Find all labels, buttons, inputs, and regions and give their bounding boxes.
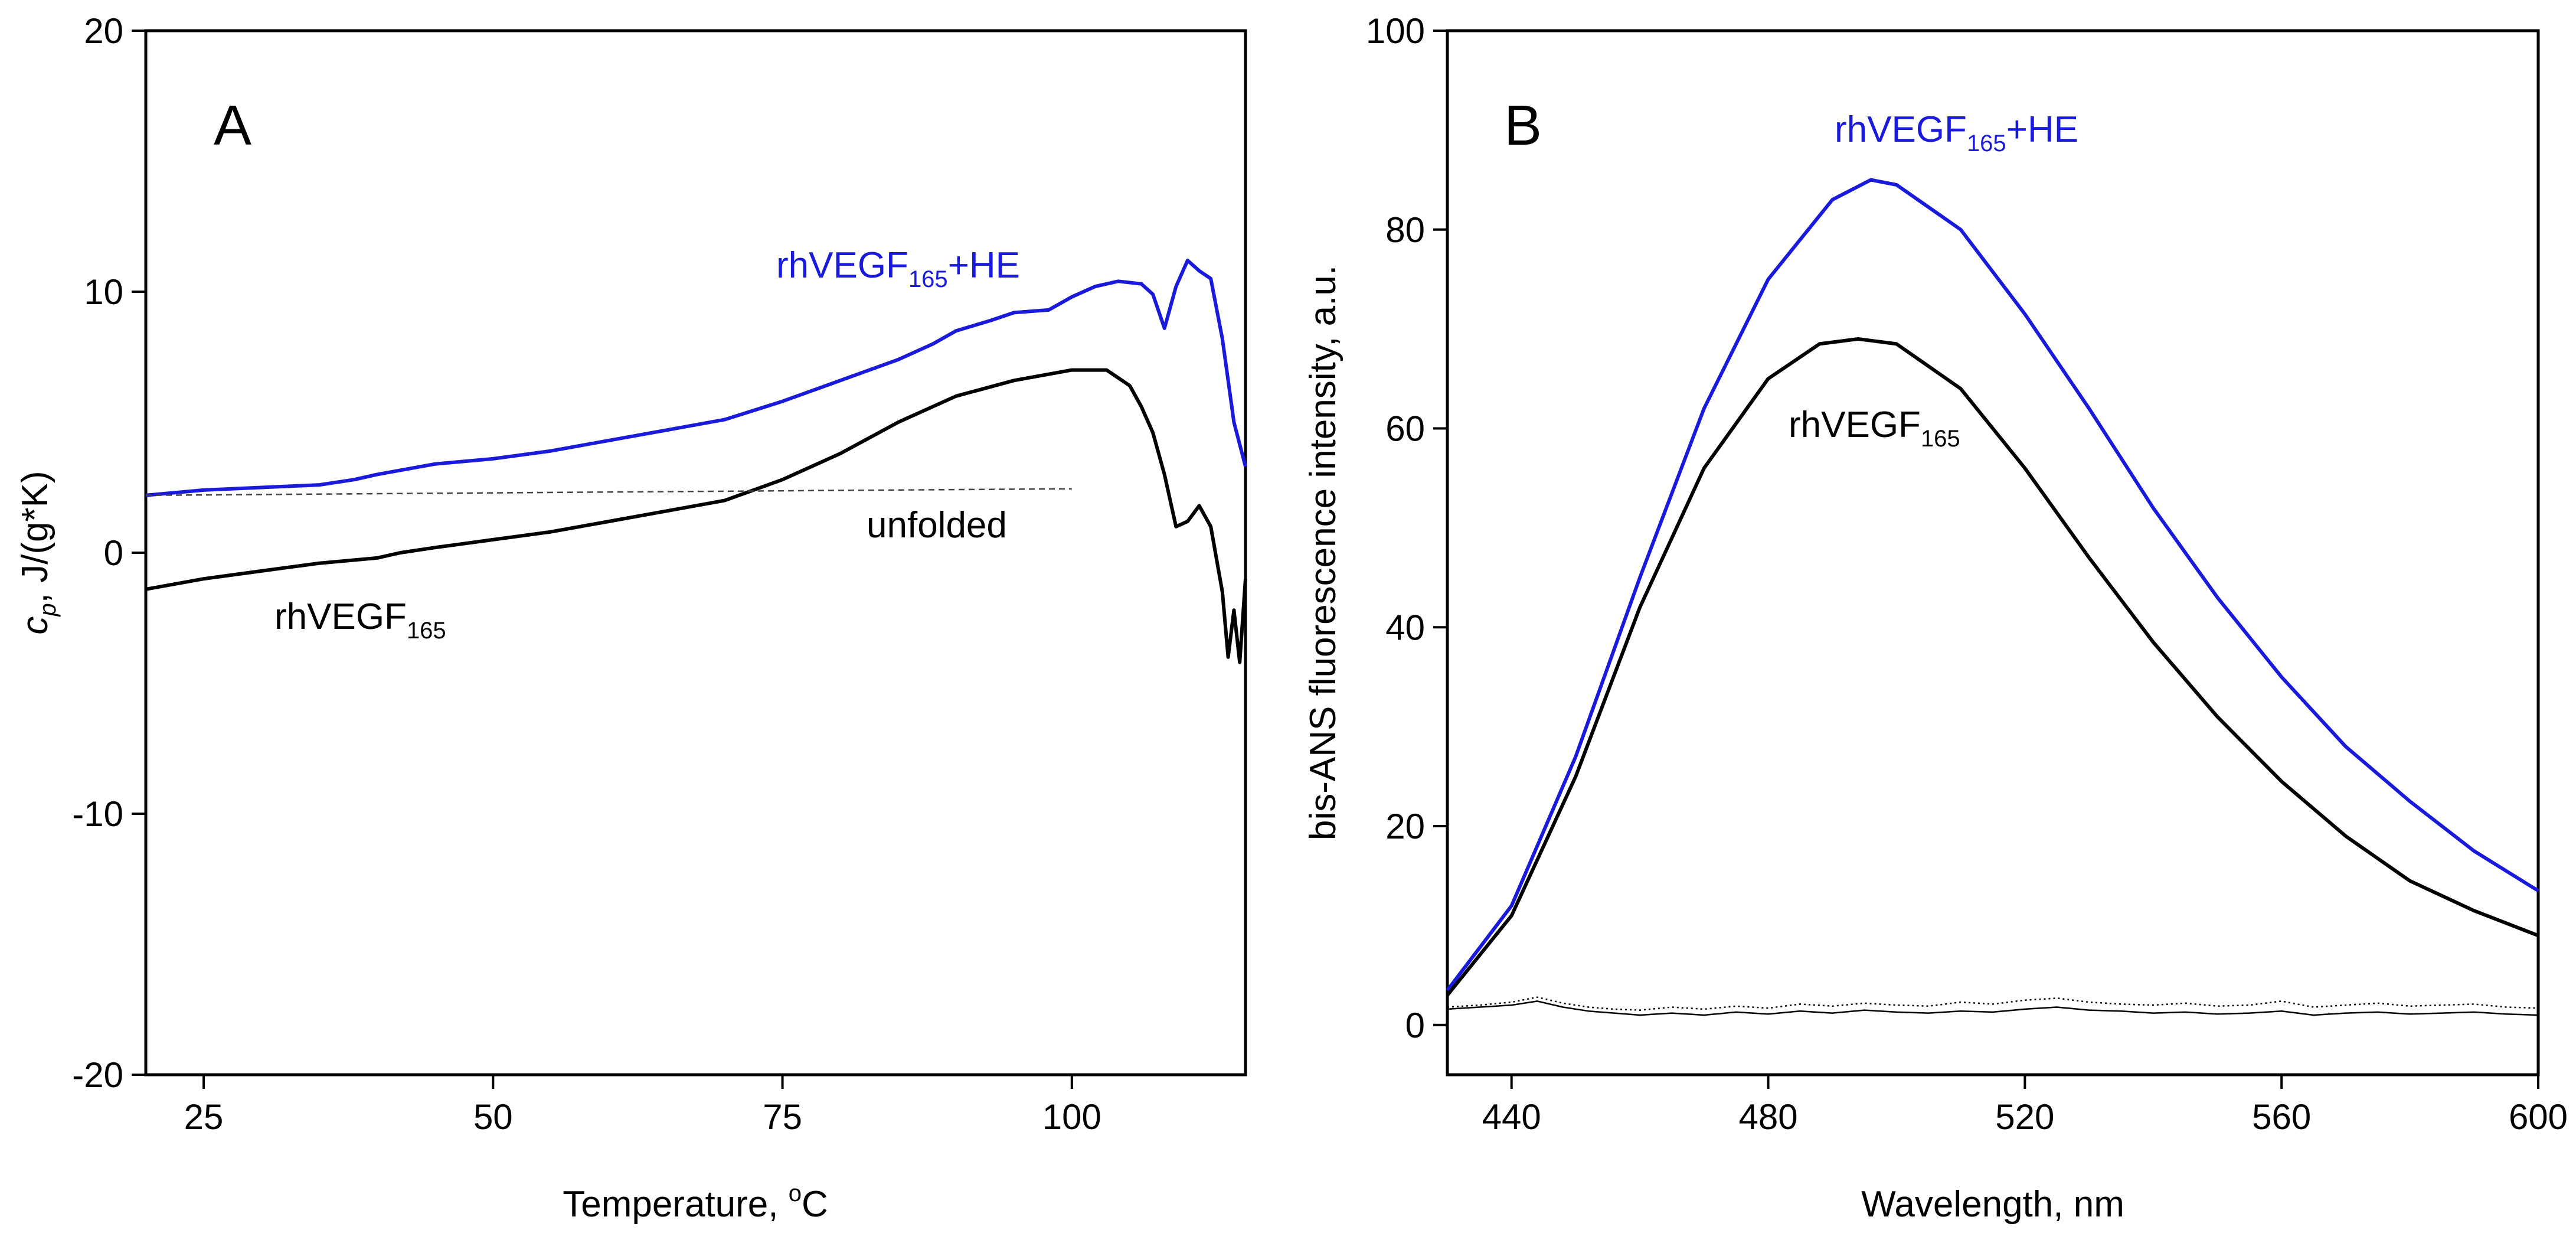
panel-a-xtick-label: 50	[473, 1097, 513, 1137]
panel-b-ytick-label: 20	[1385, 807, 1425, 846]
panel-b-ytick-label: 80	[1385, 210, 1425, 250]
panel-a-series-unfolded	[145, 488, 1072, 497]
panel-b-xtick-label: 520	[1995, 1097, 2054, 1137]
panel-a-ticks: 25 50 75 100 -20 -10 0 10 20	[72, 11, 1101, 1137]
panel-a-label-he: rhVEGF165+HE	[776, 245, 1020, 292]
panel-b-series-baseline-solid	[1447, 1000, 2539, 1016]
panel-a-series-rhvegf165-he	[145, 259, 1247, 497]
panel-b-label: B	[1504, 94, 1542, 157]
panel-a-xlabel: Temperature, oC	[563, 1180, 828, 1225]
panel-a-ylabel: cp, J/(g*K)	[15, 471, 61, 634]
panel-a-label-he-main: rhVEGF	[776, 245, 908, 286]
panel-a-series	[145, 259, 1247, 664]
panel-a-xlabel-unit: C	[802, 1184, 828, 1225]
panel-b-series-rhvegf165-he	[1446, 178, 2539, 991]
panel-b-series	[1446, 178, 2539, 1016]
panel-a-label-protein-main: rhVEGF	[274, 596, 407, 637]
panel-b-label-he-tail: +HE	[2006, 109, 2078, 150]
panel-a-label-protein: rhVEGF165	[274, 596, 446, 644]
panel-a-label-unfolded: unfolded	[867, 505, 1007, 546]
panel-b-label-protein-sub: 165	[1921, 426, 1960, 452]
panel-a-label-he-sub: 165	[908, 266, 948, 292]
panel-a-xtick-label: 100	[1042, 1097, 1101, 1137]
panel-b-ytick-label: 0	[1405, 1006, 1425, 1045]
panel-a-frame	[144, 29, 1247, 1077]
panel-b-xlabel: Wavelength, nm	[1861, 1184, 2124, 1225]
panel-b-xtick-label: 480	[1738, 1097, 1797, 1137]
panel-a-ytick-label: 10	[84, 272, 123, 312]
panel-a-ylabel-var: c	[15, 616, 55, 635]
panel-a-ytick-label: 20	[84, 11, 123, 51]
panel-b-label-protein-main: rhVEGF	[1789, 405, 1921, 445]
panel-b-label-he: rhVEGF165+HE	[1835, 109, 2078, 156]
panel-b-ytick-label: 40	[1385, 608, 1425, 647]
panel-b-ticks: 440 480 520 560 600 0 20 40 60 80 100	[1366, 11, 2568, 1137]
panel-a-xtick-label: 25	[184, 1097, 224, 1137]
panel-b-ytick-label: 100	[1366, 11, 1425, 51]
panel-a-ytick-label: -10	[72, 794, 123, 834]
panel-b-label-he-main: rhVEGF	[1835, 109, 1967, 150]
panel-b-label-protein: rhVEGF165	[1789, 405, 1960, 452]
panel-b-xtick-label: 560	[2252, 1097, 2311, 1137]
panel-a-series-rhvegf165	[145, 368, 1247, 664]
panel-b-xtick-label: 600	[2509, 1097, 2568, 1137]
panel-b-series-rhvegf165	[1446, 337, 2539, 997]
panel-b-ytick-label: 60	[1385, 409, 1425, 449]
panel-b-label-he-sub: 165	[1967, 131, 2006, 156]
panel-a-xlabel-sup: o	[789, 1180, 802, 1206]
panel-a-label: A	[214, 94, 251, 157]
panel-a-xtick-label: 75	[763, 1097, 802, 1137]
panel-b-series-baseline-dotted	[1447, 996, 2539, 1011]
panel-a-ylabel-sub: p	[35, 603, 61, 616]
panel-a-label-protein-sub: 165	[407, 618, 446, 644]
panel-b-frame	[1446, 29, 2540, 1077]
panel-b-ylabel: bis-ANS fluorescence intensity, a.u.	[1303, 265, 1343, 840]
panel-a-ytick-label: 0	[104, 533, 123, 573]
panel-b-xtick-label: 440	[1482, 1097, 1541, 1137]
panel-a-xlabel-main: Temperature,	[563, 1184, 789, 1225]
panel-a-ylabel-rest: , J/(g*K)	[15, 471, 55, 603]
panel-a-ytick-label: -20	[72, 1055, 123, 1095]
panel-a-label-he-tail: +HE	[948, 245, 1020, 286]
